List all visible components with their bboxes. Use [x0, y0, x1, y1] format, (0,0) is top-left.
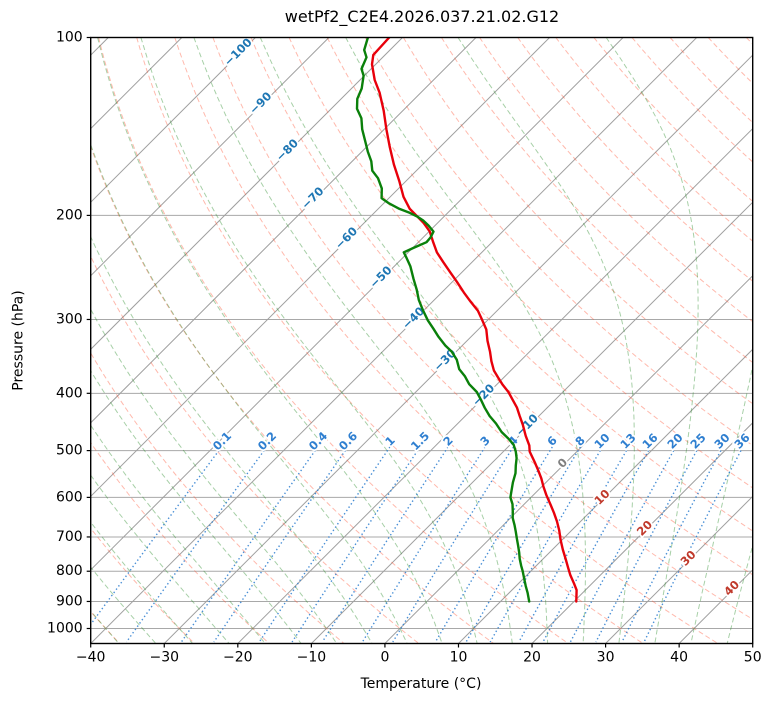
- y-axis-label: Pressure (hPa): [10, 290, 27, 391]
- dry-adiabat-line: [90, 145, 495, 644]
- moist-adiabat-line: [90, 474, 230, 644]
- moist-adiabat-line: [259, 37, 549, 644]
- dry-adiabat-line: [288, 37, 753, 532]
- moist-adiabat-line: [457, 37, 635, 644]
- y-tick-label: 800: [56, 563, 83, 579]
- y-tick-label: 500: [56, 443, 83, 459]
- dewpoint-curve: [355, 37, 531, 603]
- isobar-gridlines: [90, 37, 753, 629]
- dry-adiabat-line: [250, 37, 753, 576]
- mixing-ratio-line: [643, 446, 744, 643]
- moist-adiabat-line: [140, 37, 478, 644]
- dry-adiabat-line: [212, 37, 753, 620]
- mixing-ratio-line: [569, 446, 677, 643]
- isotherm-line: [605, 495, 753, 644]
- mixing-ratio-line: [90, 446, 223, 626]
- moist-adiabat-line: [90, 235, 373, 644]
- moist-adiabat-line: [90, 369, 302, 644]
- isotherm-line: [384, 274, 753, 644]
- mixing-ratio-line: [621, 446, 724, 643]
- isotherm-line: [90, 37, 330, 277]
- mixing-ratio-line: [542, 446, 652, 643]
- temperature-curve: [370, 37, 578, 603]
- axis-ticks: −40 −30 −20 −10 0 10 20 30 40 50 100 200 300 400 500 60…: [47, 30, 762, 666]
- isotherm-line: [90, 37, 477, 424]
- mixing-ratio-line: [291, 446, 421, 643]
- mixing-ratio-line: [595, 446, 700, 643]
- x-tick-label: −30: [150, 650, 180, 666]
- y-tick-label: 900: [56, 594, 83, 610]
- isotherm-line: [90, 37, 624, 571]
- dry-adiabat-line: [631, 37, 753, 163]
- moist-adiabat-line: [90, 143, 408, 644]
- dry-adiabat-line: [593, 37, 753, 203]
- x-tick-label: 0: [380, 650, 389, 666]
- y-tick-label: 300: [56, 312, 83, 328]
- moist-adiabat-line: [193, 37, 513, 644]
- page-title: wetPf2_C2E4.2026.037.21.02.G12: [284, 7, 560, 26]
- x-tick-label: −40: [76, 650, 106, 666]
- mixing-ratio-line: [125, 446, 268, 643]
- y-tick-label: 600: [56, 489, 83, 505]
- moist-adiabat-line: [90, 521, 193, 644]
- isotherm-line: [237, 127, 753, 644]
- y-tick-label: 400: [56, 385, 83, 401]
- moist-adiabat-line: [726, 543, 753, 644]
- mixing-ratio-line: [361, 446, 486, 643]
- isotherm-gridlines: [90, 37, 753, 644]
- dry-adiabat-line: [90, 441, 270, 644]
- x-tick-label: −20: [223, 650, 253, 666]
- mixing-ratio-line: [518, 446, 630, 643]
- mixing-ratio-line: [465, 446, 581, 643]
- dry-adiabat-line: [90, 255, 420, 644]
- isotherm-line: [90, 37, 256, 203]
- isotherm-line: [458, 348, 753, 644]
- dry-adiabat-line: [98, 37, 570, 644]
- isotherm-line: [90, 37, 403, 351]
- mixing-ratio-lines: [90, 446, 744, 643]
- mixing-ratio-line: [213, 446, 349, 643]
- y-tick-label: 200: [56, 207, 83, 223]
- moist-adiabat-line: [90, 308, 338, 644]
- isotherm-line: [531, 422, 753, 644]
- isotherm-line: [90, 37, 698, 644]
- y-tick-label: 1000: [47, 621, 83, 637]
- moist-adiabats: [90, 37, 753, 644]
- isotherm-line: [163, 54, 753, 644]
- moist-adiabat-line: [690, 363, 753, 644]
- moist-adiabat-line: [605, 37, 699, 644]
- dry-adiabat-line: [479, 37, 753, 323]
- x-tick-label: 30: [597, 650, 615, 666]
- x-tick-label: 20: [523, 650, 541, 666]
- moist-adiabat-line: [345, 37, 586, 644]
- moist-adiabat-line: [90, 424, 266, 644]
- dry-adiabats: [90, 37, 753, 644]
- dry-adiabat-line: [136, 37, 645, 644]
- mixing-ratio-line: [321, 446, 449, 643]
- x-axis-label: Temperature (°C): [360, 676, 482, 692]
- dry-adiabat-line: [174, 37, 719, 644]
- y-tick-label: 100: [56, 30, 83, 46]
- x-tick-label: 40: [670, 650, 688, 666]
- dry-adiabat-line: [402, 37, 753, 405]
- plot-border: [89, 36, 754, 645]
- dry-adiabat-line: [517, 37, 753, 282]
- mixing-ratio-line: [489, 446, 604, 643]
- moist-adiabat-line: [90, 566, 157, 644]
- moist-adiabat-line: [97, 37, 443, 644]
- dry-adiabat-line: [364, 37, 753, 447]
- isotherm-line: [90, 37, 550, 498]
- x-tick-label: 10: [450, 650, 468, 666]
- x-tick-label: 50: [744, 650, 762, 666]
- y-tick-label: 700: [56, 529, 83, 545]
- isotherm-line: [311, 201, 753, 644]
- x-tick-label: −10: [297, 650, 327, 666]
